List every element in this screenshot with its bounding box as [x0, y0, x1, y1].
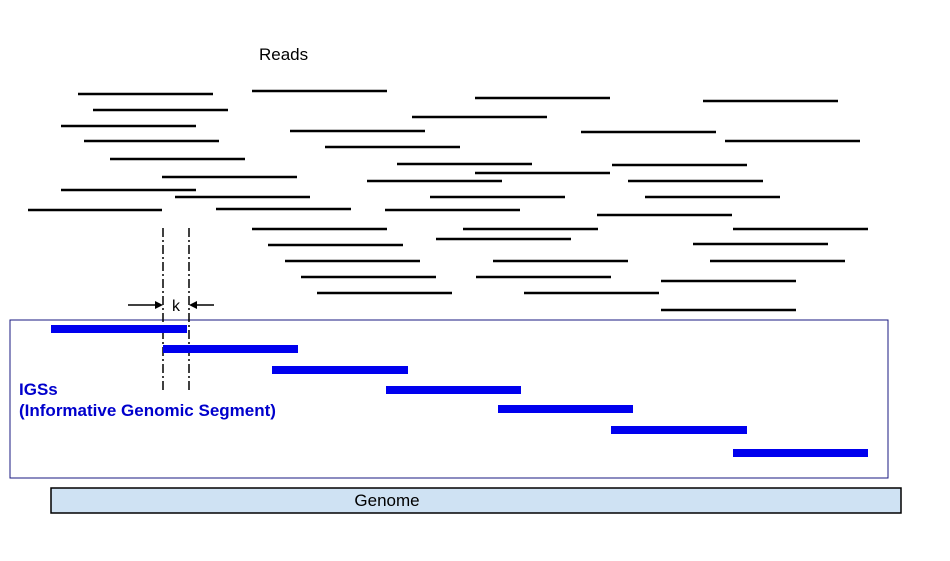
igs-sublabel: (Informative Genomic Segment)	[19, 401, 276, 420]
genome-label: Genome	[354, 491, 419, 510]
reads-group	[28, 89, 868, 312]
genome-bar	[50, 487, 902, 514]
k-arrow-left	[128, 301, 163, 309]
igs-segments	[51, 325, 868, 457]
k-arrow-right	[189, 301, 214, 309]
reads-label: Reads	[259, 45, 308, 64]
igs-box	[9, 319, 889, 479]
igs-label: IGSs	[19, 380, 58, 399]
k-label: k	[172, 298, 181, 315]
